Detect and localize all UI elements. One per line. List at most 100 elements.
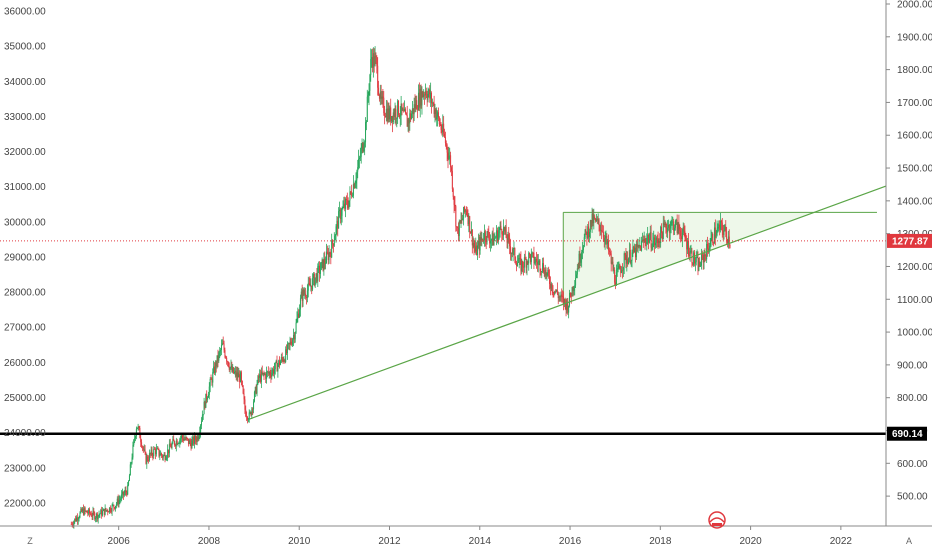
candle-body[interactable]	[509, 237, 511, 247]
candle-body[interactable]	[369, 74, 371, 91]
candle-body[interactable]	[273, 369, 275, 374]
candle-body[interactable]	[245, 409, 247, 417]
candle-body[interactable]	[703, 254, 705, 263]
candle-body[interactable]	[339, 209, 341, 219]
candle-body[interactable]	[678, 222, 680, 230]
candle-body[interactable]	[398, 114, 400, 117]
candle-body[interactable]	[608, 240, 610, 251]
candle-body[interactable]	[538, 260, 540, 262]
candle-body[interactable]	[724, 226, 726, 231]
candle-body[interactable]	[200, 421, 202, 426]
candle-body[interactable]	[70, 524, 72, 525]
candle-body[interactable]	[162, 455, 164, 458]
candle-body[interactable]	[418, 92, 420, 108]
candle-body[interactable]	[261, 371, 263, 375]
candle-body[interactable]	[552, 291, 554, 293]
candle-body[interactable]	[444, 136, 446, 144]
candle-body[interactable]	[436, 116, 438, 120]
candle-body[interactable]	[667, 227, 669, 233]
candle-body[interactable]	[319, 269, 321, 274]
candle-body[interactable]	[638, 245, 640, 247]
candle-body[interactable]	[384, 113, 386, 116]
candle-body[interactable]	[725, 226, 727, 232]
candle-body[interactable]	[685, 238, 687, 242]
candle-body[interactable]	[579, 253, 581, 263]
candle-body[interactable]	[187, 438, 189, 440]
candle-body[interactable]	[641, 239, 643, 241]
candle-body[interactable]	[297, 313, 299, 319]
candle-body[interactable]	[476, 245, 478, 255]
candle-body[interactable]	[312, 273, 314, 279]
candle-body[interactable]	[283, 360, 285, 362]
candle-body[interactable]	[181, 435, 183, 439]
candle-body[interactable]	[385, 108, 387, 118]
candle-body[interactable]	[568, 305, 570, 313]
candle-body[interactable]	[496, 230, 498, 242]
candle-body[interactable]	[371, 57, 373, 60]
candle-body[interactable]	[447, 152, 449, 159]
candle-body[interactable]	[189, 440, 191, 444]
candle-body[interactable]	[701, 254, 703, 256]
candle-body[interactable]	[567, 301, 569, 313]
candle-body[interactable]	[125, 490, 127, 493]
candle-body[interactable]	[340, 215, 342, 219]
candle-body[interactable]	[173, 439, 175, 442]
candle-body[interactable]	[182, 437, 184, 441]
candle-body[interactable]	[463, 207, 465, 219]
candle-body[interactable]	[240, 372, 242, 383]
candle-body[interactable]	[513, 248, 515, 249]
candle-body[interactable]	[507, 234, 509, 243]
candle-body[interactable]	[520, 258, 522, 272]
candle-body[interactable]	[374, 56, 376, 66]
candle-body[interactable]	[367, 95, 369, 97]
candle-body[interactable]	[688, 255, 690, 257]
candle-body[interactable]	[146, 456, 148, 464]
candle-body[interactable]	[201, 415, 203, 422]
candle-body[interactable]	[499, 225, 501, 231]
candle-body[interactable]	[694, 252, 696, 264]
candle-body[interactable]	[257, 376, 259, 384]
corner-label-left[interactable]: Z	[27, 536, 33, 546]
candle-body[interactable]	[587, 226, 589, 239]
candle-body[interactable]	[433, 102, 435, 115]
candle-body[interactable]	[114, 507, 116, 509]
candle-body[interactable]	[336, 220, 338, 227]
candle-body[interactable]	[690, 250, 692, 252]
candle-body[interactable]	[727, 236, 729, 244]
candle-body[interactable]	[377, 65, 379, 88]
candle-body[interactable]	[217, 355, 219, 361]
candle-body[interactable]	[683, 227, 685, 232]
candle-body[interactable]	[220, 349, 222, 351]
overlay-lines[interactable]	[0, 185, 887, 435]
candle-body[interactable]	[87, 512, 89, 514]
candle-body[interactable]	[605, 235, 607, 239]
candle-body[interactable]	[236, 372, 238, 377]
candle-body[interactable]	[142, 447, 144, 450]
candle-body[interactable]	[240, 372, 242, 381]
candle-body[interactable]	[352, 195, 354, 197]
candle-body[interactable]	[524, 257, 526, 260]
candle-body[interactable]	[606, 235, 608, 245]
candle-body[interactable]	[510, 253, 512, 255]
candle-body[interactable]	[88, 509, 90, 514]
candle-body[interactable]	[320, 262, 322, 270]
candle-body[interactable]	[286, 344, 288, 354]
candle-body[interactable]	[441, 129, 443, 133]
candle-body[interactable]	[603, 237, 605, 242]
candle-body[interactable]	[266, 371, 268, 379]
candle-body[interactable]	[404, 109, 406, 112]
candle-body[interactable]	[557, 293, 559, 299]
candle-body[interactable]	[652, 241, 654, 248]
candle-body[interactable]	[148, 453, 150, 461]
candle-body[interactable]	[170, 446, 172, 449]
candle-body[interactable]	[387, 108, 389, 122]
candle-body[interactable]	[234, 370, 236, 372]
candle-body[interactable]	[227, 361, 229, 367]
candle-body[interactable]	[608, 250, 610, 252]
candle-body[interactable]	[675, 219, 677, 222]
candle-body[interactable]	[403, 109, 405, 112]
candle-body[interactable]	[295, 322, 297, 333]
candle-body[interactable]	[593, 216, 595, 224]
candle-body[interactable]	[427, 93, 429, 100]
candle-body[interactable]	[575, 278, 577, 286]
